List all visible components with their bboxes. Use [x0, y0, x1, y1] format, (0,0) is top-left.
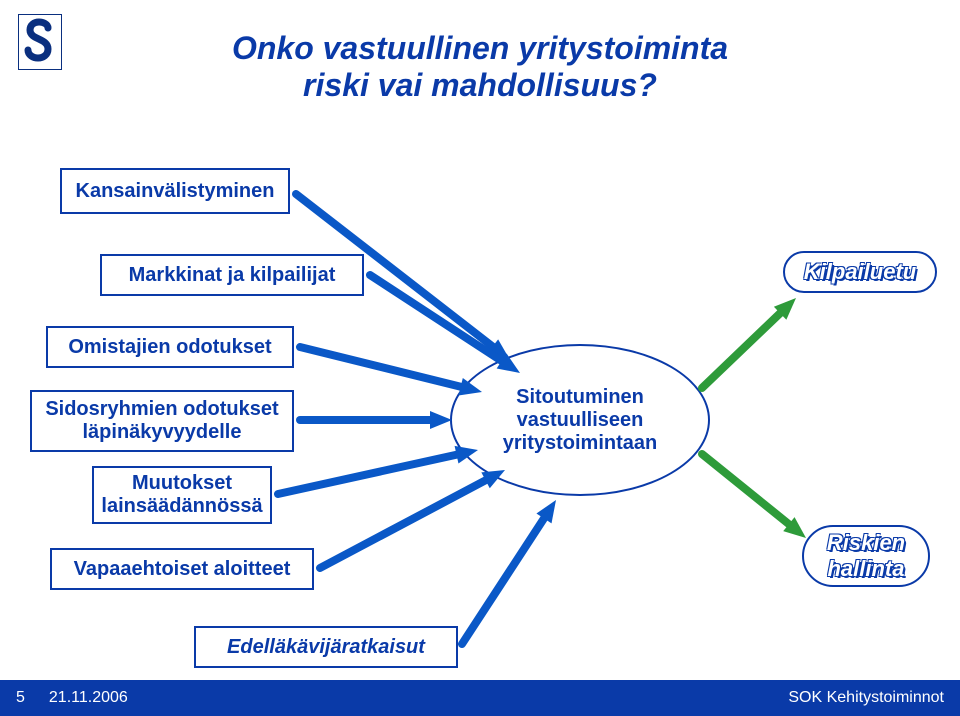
footer-date: 21.11.2006	[49, 689, 128, 707]
footer-bar: 5 21.11.2006 SOK Kehitystoiminnot	[0, 680, 960, 716]
box-omistajien: Omistajien odotukset	[46, 326, 294, 368]
box-edellakavija: Edelläkävijäratkaisut	[194, 626, 458, 668]
box-vapaaehtoiset: Vapaaehtoiset aloitteet	[50, 548, 314, 590]
page-number: 5	[16, 689, 25, 707]
footer-right: SOK Kehitystoiminnot	[788, 689, 944, 707]
box-sidosryhmien: Sidosryhmien odotuksetläpinäkyvyydelle	[30, 390, 294, 452]
box-kansainvalistyminen: Kansainvälistyminen	[60, 168, 290, 214]
ellipse-sitoutuminen: Sitoutuminenvastuulliseenyritystoimintaa…	[450, 344, 710, 496]
box-markkinat: Markkinat ja kilpailijat	[100, 254, 364, 296]
result-kilpailuetu: Kilpailuetu	[783, 251, 937, 293]
box-muutokset: Muutoksetlainsäädännössä	[92, 466, 272, 524]
slide-title: Onko vastuullinen yritystoimintariski va…	[0, 30, 960, 104]
result-riskien: Riskienhallinta	[802, 525, 930, 587]
